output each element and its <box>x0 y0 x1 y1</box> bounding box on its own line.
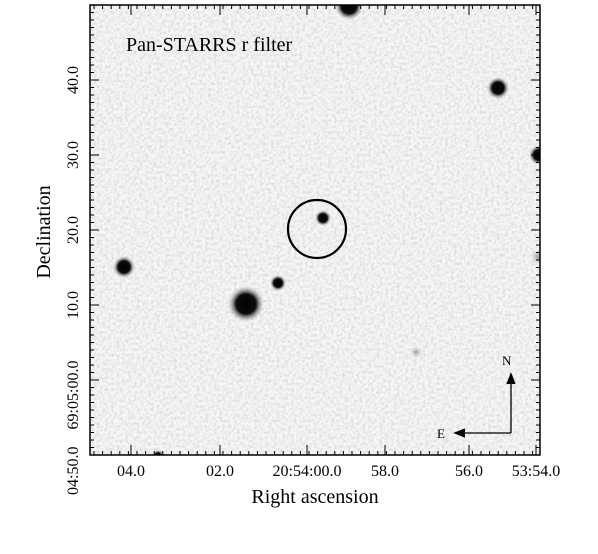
star-top-right <box>487 77 509 99</box>
filter-caption: Pan-STARRS r filter <box>126 34 293 56</box>
y-axis-label: Declination <box>33 185 55 278</box>
x-tick-label: 58.0 <box>371 463 399 480</box>
y-tick-label: 40.0 <box>65 66 82 94</box>
star-left-edge <box>113 256 135 278</box>
y-tick-label: 30.0 <box>65 141 82 169</box>
compass <box>453 372 516 438</box>
star-bottom-edge <box>152 450 164 455</box>
x-tick-label: 04.0 <box>117 463 145 480</box>
y-tick-label: 69:05:00.0 <box>65 361 82 430</box>
star-top-edge <box>335 5 363 20</box>
x-tick-label: 02.0 <box>206 463 234 480</box>
y-tick-label: 20.0 <box>65 216 82 244</box>
x-axis-label: Right ascension <box>251 486 378 508</box>
sources-layer <box>113 5 540 455</box>
faint-smudge <box>410 346 422 358</box>
star-small-near-bright <box>270 275 286 291</box>
compass-east-label: E <box>437 426 445 441</box>
x-tick-label: 53:54.0 <box>512 463 560 480</box>
target-circle <box>286 198 348 260</box>
y-tick-label: 10.0 <box>65 291 82 319</box>
star-bright <box>228 286 264 322</box>
y-tick-label: 04:50.0 <box>65 447 82 495</box>
x-tick-label: 56.0 <box>455 463 483 480</box>
sky-background <box>90 5 540 455</box>
minor-ticks <box>90 4 540 456</box>
x-tick-label: 20:54:00.0 <box>273 463 342 480</box>
star-target <box>315 210 331 226</box>
compass-north-label: N <box>502 353 512 368</box>
faint-right <box>530 249 540 265</box>
